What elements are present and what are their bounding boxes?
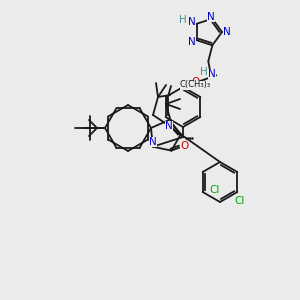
- Text: C(CH₃)₃: C(CH₃)₃: [180, 80, 211, 89]
- Text: N: N: [208, 12, 215, 22]
- Text: Cl: Cl: [234, 196, 244, 206]
- Text: N: N: [165, 121, 173, 131]
- Text: O: O: [180, 141, 188, 151]
- Text: H: H: [179, 15, 187, 25]
- Text: O: O: [192, 77, 200, 87]
- Text: H: H: [200, 67, 208, 77]
- Text: N: N: [188, 37, 196, 47]
- Text: N: N: [188, 17, 196, 27]
- Text: N: N: [223, 27, 231, 37]
- Text: N: N: [149, 137, 157, 147]
- Text: N: N: [208, 69, 216, 79]
- Text: Cl: Cl: [209, 185, 220, 195]
